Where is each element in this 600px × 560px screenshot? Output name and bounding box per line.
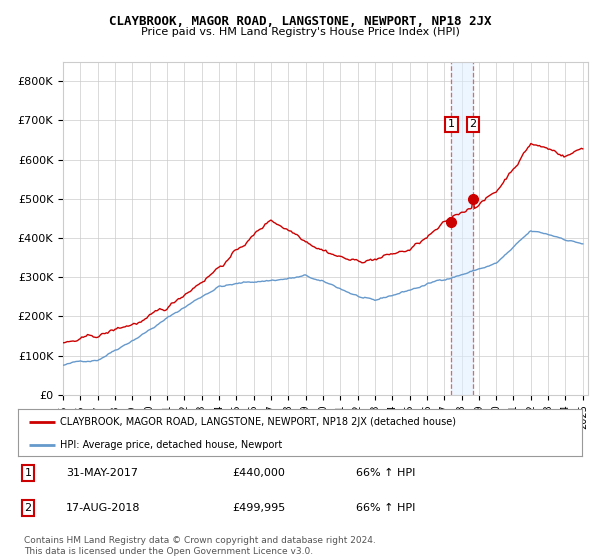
Text: £440,000: £440,000 [232,468,285,478]
Text: CLAYBROOK, MAGOR ROAD, LANGSTONE, NEWPORT, NP18 2JX (detached house): CLAYBROOK, MAGOR ROAD, LANGSTONE, NEWPOR… [60,417,457,427]
Text: £499,995: £499,995 [232,503,286,513]
Bar [451,62,473,395]
Text: 1: 1 [25,468,32,478]
Text: Contains HM Land Registry data © Crown copyright and database right 2024.
This d: Contains HM Land Registry data © Crown c… [24,536,376,556]
Text: 1: 1 [448,119,455,129]
Text: HPI: Average price, detached house, Newport: HPI: Average price, detached house, Newp… [60,440,283,450]
Text: 31-MAY-2017: 31-MAY-2017 [66,468,138,478]
Text: Price paid vs. HM Land Registry's House Price Index (HPI): Price paid vs. HM Land Registry's House … [140,27,460,37]
Text: 2: 2 [25,503,32,513]
Text: 66% ↑ HPI: 66% ↑ HPI [356,503,416,513]
Text: 2: 2 [470,119,476,129]
Text: CLAYBROOK, MAGOR ROAD, LANGSTONE, NEWPORT, NP18 2JX: CLAYBROOK, MAGOR ROAD, LANGSTONE, NEWPOR… [109,15,491,28]
Text: 66% ↑ HPI: 66% ↑ HPI [356,468,416,478]
Text: 17-AUG-2018: 17-AUG-2018 [66,503,140,513]
